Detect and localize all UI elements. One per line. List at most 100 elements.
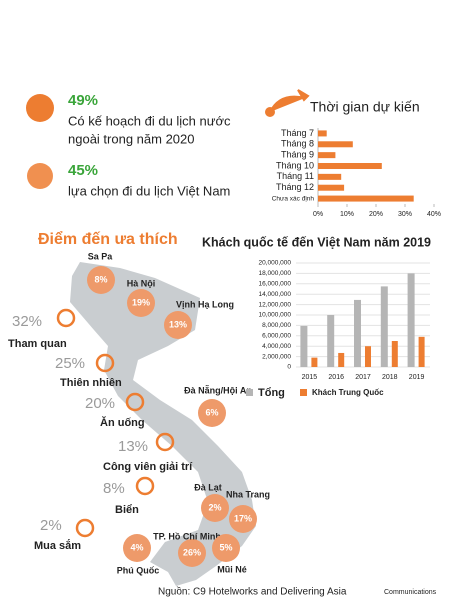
chart-title: Khách quốc tế đến Việt Nam năm 2019 xyxy=(202,235,431,249)
stat-text: ngoài trong năm 2020 xyxy=(68,131,194,146)
bar xyxy=(318,173,342,180)
x-tick-label: 2016 xyxy=(328,374,344,381)
stat-text: lựa chọn đi du lịch Việt Nam xyxy=(68,183,230,198)
activity-icon xyxy=(75,518,95,538)
place-name: Sa Pa xyxy=(88,251,114,261)
bar xyxy=(338,352,345,367)
place-name: Vịnh Hạ Long xyxy=(176,299,234,309)
activity-share: 2% xyxy=(40,517,62,534)
y-tick-label: Tháng 11 xyxy=(277,171,314,181)
bar xyxy=(354,299,361,367)
place-share: 6% xyxy=(205,407,218,417)
activity-icon xyxy=(135,476,155,496)
y-tick-label: 20,000,000 xyxy=(258,260,291,267)
x-tick-label: 0% xyxy=(313,211,323,218)
y-tick-label: Tháng 12 xyxy=(276,182,314,192)
place-name: TP. Hồ Chí Minh xyxy=(153,531,221,541)
activity-share: 32% xyxy=(12,313,42,330)
activity-share: 20% xyxy=(85,395,115,412)
bar xyxy=(318,141,353,148)
stat-icon xyxy=(26,94,54,122)
x-tick-label: 2019 xyxy=(409,374,425,381)
activity-share: 25% xyxy=(55,355,85,372)
bar xyxy=(418,336,425,367)
stat-icon xyxy=(27,163,53,189)
place-name: Mũi Né xyxy=(217,564,247,574)
bar xyxy=(365,346,371,367)
x-tick-label: 30% xyxy=(398,211,412,218)
y-tick-label: 0 xyxy=(287,364,291,371)
activity-name: Thiên nhiên xyxy=(60,377,122,389)
place-share: 5% xyxy=(219,542,232,552)
legend-label: Tổng xyxy=(258,387,285,399)
place-marker xyxy=(127,289,155,317)
place-share: 13% xyxy=(169,319,187,329)
activity-name: Tham quan xyxy=(8,338,67,350)
chart-title: Thời gian dự kiến xyxy=(310,99,420,115)
y-tick-label: 10,000,000 xyxy=(258,312,291,319)
bar xyxy=(318,163,382,169)
x-tick-label: 40% xyxy=(427,211,441,218)
bar xyxy=(380,286,388,367)
bar xyxy=(311,357,318,367)
place-marker xyxy=(212,534,240,562)
x-tick-label: 2018 xyxy=(382,374,398,381)
activity-name: Ăn uống xyxy=(100,416,145,429)
source-suffix: Communications xyxy=(384,589,437,596)
place-marker xyxy=(87,266,115,294)
place-marker xyxy=(123,534,151,562)
place-marker xyxy=(164,311,192,339)
x-tick-label: 10% xyxy=(340,211,354,218)
place-name: Đà Nẵng/Hội An xyxy=(184,384,252,395)
place-marker xyxy=(198,399,226,427)
plane-icon xyxy=(269,89,310,113)
x-tick-label: 2017 xyxy=(355,374,371,381)
bar xyxy=(318,195,414,202)
place-share: 4% xyxy=(130,542,143,552)
y-tick-label: Tháng 8 xyxy=(281,139,314,149)
bar xyxy=(391,341,398,367)
place-share: 26% xyxy=(183,547,201,557)
y-tick-label: Tháng 10 xyxy=(276,160,314,170)
legend-swatch xyxy=(300,389,307,396)
place-marker xyxy=(201,494,229,522)
stat-value: 49% xyxy=(68,92,98,109)
y-tick-label: 12,000,000 xyxy=(258,301,291,308)
y-tick-label: 16,000,000 xyxy=(258,281,291,288)
section-title: Điểm đến ưa thích xyxy=(38,230,178,248)
y-tick-label: Tháng 9 xyxy=(281,150,314,160)
legend-swatch xyxy=(246,389,253,396)
legend-label: Khách Trung Quốc xyxy=(312,388,384,397)
y-tick-label: Tháng 7 xyxy=(281,128,314,138)
place-name: Hà Nội xyxy=(127,278,156,288)
y-tick-label: 14,000,000 xyxy=(258,291,291,298)
activity-icon xyxy=(125,392,145,412)
place-share: 8% xyxy=(94,274,107,284)
activity-icon xyxy=(95,353,115,373)
activity-name: Mua sắm xyxy=(34,539,81,552)
bar xyxy=(407,273,415,367)
y-tick-label: Chưa xác định xyxy=(272,195,315,202)
place-share: 19% xyxy=(132,297,150,307)
place-share: 17% xyxy=(234,513,252,523)
place-name: Nha Trang xyxy=(226,489,270,499)
activity-share: 8% xyxy=(103,480,125,497)
stat-text: Có kế hoạch đi du lịch nước xyxy=(68,113,231,128)
x-tick-label: 20% xyxy=(369,211,383,218)
place-marker xyxy=(178,539,206,567)
bar xyxy=(300,325,308,367)
y-tick-label: 6,000,000 xyxy=(262,333,291,340)
y-tick-label: 4,000,000 xyxy=(262,343,291,350)
stat-value: 45% xyxy=(68,162,98,179)
x-tick-label: 2015 xyxy=(302,374,318,381)
bar xyxy=(327,315,335,367)
place-marker xyxy=(229,505,257,533)
place-name: Phú Quốc xyxy=(117,565,160,575)
bar xyxy=(318,184,345,191)
activity-share: 13% xyxy=(118,438,148,455)
source: Nguồn: C9 Hotelworks and Delivering Asia xyxy=(158,586,347,598)
pin-icon xyxy=(265,107,275,117)
bar xyxy=(318,152,336,159)
activity-icon xyxy=(56,308,76,328)
